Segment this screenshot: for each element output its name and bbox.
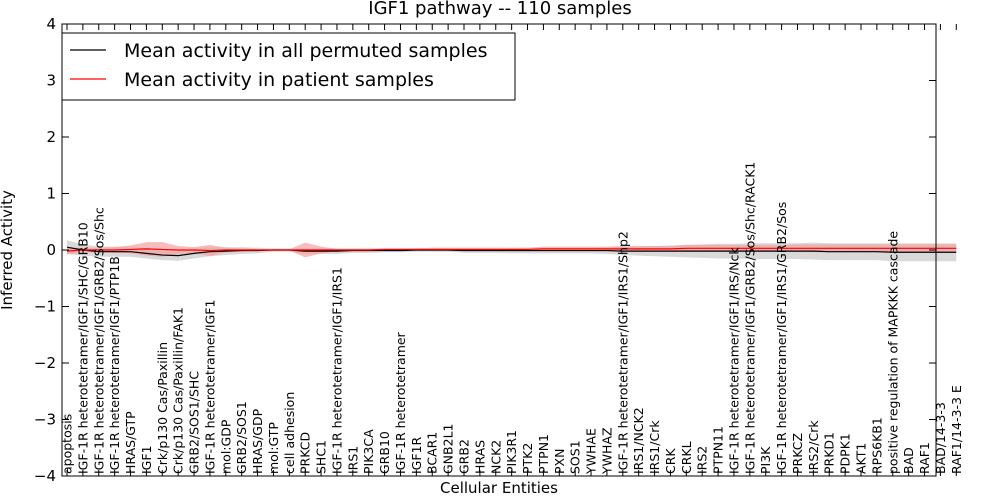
- x-tick-label: GNB2L1: [441, 424, 456, 474]
- x-tick-label: PDPK1: [838, 433, 853, 474]
- legend-label-permuted: Mean activity in all permuted samples: [124, 40, 487, 62]
- x-tick-label: IGF-1R heterotetramer/IGF1/SHC/GRB10: [75, 222, 90, 474]
- x-tick-label: SOS1: [568, 440, 583, 474]
- y-tick-label: −2: [34, 354, 56, 372]
- x-tick-label: PXN: [552, 449, 567, 474]
- x-tick-label: IGF-1R heterotetramer/IGF1/GRB2/Sos/Shc: [91, 207, 106, 474]
- y-tick-label: 4: [46, 15, 56, 33]
- x-tick-label: BAD/14-3-3: [933, 402, 948, 474]
- legend-box: [61, 32, 516, 101]
- x-tick-label: IGF-1R heterotetramer/IGF1/IRS1: [329, 267, 344, 474]
- x-tick-label: HRAS: [472, 440, 487, 474]
- x-axis-label: Cellular Entities: [440, 479, 558, 497]
- x-tick-label: IGF-1R heterotetramer/IGF1/PTP1B: [107, 256, 122, 474]
- y-tick-label: 1: [46, 185, 56, 203]
- plot-area: [62, 240, 957, 262]
- x-tick-label: PRKCZ: [790, 433, 805, 474]
- x-tick-label: IGF-1R heterotetramer/IGF1/IRS/Nck: [726, 247, 741, 474]
- x-tick-label: GRB10: [377, 431, 392, 474]
- x-tick-label: mol:GDP: [218, 419, 233, 474]
- x-tick-label: IGF-1R heterotetramer/IGF1/GRB2/Sos/Shc/…: [742, 162, 757, 474]
- series-line-patient: [66, 247, 957, 252]
- x-tick-label: PTPN11: [711, 426, 726, 474]
- x-tick-label: HRAS/GTP: [123, 411, 138, 474]
- x-tick-label: PRKD1: [822, 432, 837, 474]
- x-axis: apoptosis IGF-1R heterotetramer/IGF1/SHC/…: [60, 24, 964, 476]
- x-tick-label: AKT1: [854, 443, 869, 474]
- x-tick-label: cell adhesion: [282, 392, 297, 474]
- x-tick-label: PIK3R1: [504, 430, 519, 474]
- x-tick-label: RPS6KB1: [869, 417, 884, 474]
- x-tick-label: CRK: [663, 448, 678, 474]
- x-tick-label: HRAS/GDP: [250, 408, 265, 474]
- x-tick-label: RAF1: [917, 442, 932, 474]
- x-tick-label: IRS1/Crk: [647, 420, 662, 474]
- y-tick-label: −3: [34, 411, 56, 429]
- x-tick-label: CRKL: [679, 441, 694, 474]
- x-tick-label: PIK3CA: [361, 429, 376, 474]
- x-tick-label: IGF-1R heterotetramer/IGF1/IRS1/Shp2: [615, 231, 630, 474]
- x-tick-label: BAD: [901, 447, 916, 474]
- x-tick-label: Crk/p130 Cas/Paxillin/FAK1: [171, 307, 186, 474]
- x-tick-label: GRB2/SOS1: [234, 401, 249, 474]
- x-tick-label: BCAR1: [425, 432, 440, 474]
- x-tick-label: IGF1R: [409, 436, 424, 474]
- legend-label-patient: Mean activity in patient samples: [124, 69, 434, 91]
- y-tick-label: 0: [46, 241, 56, 259]
- x-tick-label: IGF-1R heterotetramer/IGF1/IRS1/GRB2/Sos: [774, 202, 789, 474]
- y-tick-label: 3: [46, 72, 56, 90]
- chart-title: IGF1 pathway -- 110 samples: [368, 0, 631, 19]
- x-tick-label: IGF1: [139, 445, 154, 474]
- x-tick-label: PI3K: [758, 446, 773, 474]
- y-tick-label: 2: [46, 128, 56, 146]
- x-tick-label: positive regulation of MAPKKK cascade: [885, 231, 900, 474]
- x-tick-label: GRB2: [457, 439, 472, 474]
- series-line-permuted: [66, 246, 957, 257]
- x-tick-label: YWHAE: [584, 428, 599, 475]
- x-tick-label: IGF-1R heterotetramer: [393, 331, 408, 474]
- y-axis: −4 −3 −2 −1 0 1 2 3 4: [34, 15, 936, 485]
- x-tick-label: SHC1: [314, 440, 329, 474]
- x-tick-label: apoptosis: [60, 414, 75, 474]
- x-tick-label: GRB2/SOS1/SHC: [187, 371, 202, 474]
- y-tick-label: −1: [34, 298, 56, 316]
- x-tick-label: IRS2/Crk: [806, 420, 821, 474]
- y-tick-label: −4: [34, 467, 56, 485]
- legend: Mean activity in all permuted samples Me…: [61, 32, 516, 101]
- x-tick-label: PRKCD: [298, 432, 313, 474]
- x-tick-label: IRS1/NCK2: [631, 407, 646, 474]
- x-tick-label: IRS2: [695, 446, 710, 474]
- x-tick-label: PTPN1: [536, 434, 551, 474]
- x-tick-label: IGF-1R heterotetramer/IGF1: [202, 300, 217, 474]
- x-tick-label: RAF1/14-3-3 E: [949, 385, 964, 474]
- x-tick-label: IRS1: [345, 446, 360, 474]
- x-tick-label: PTK2: [520, 443, 535, 474]
- x-tick-label: Crk/p130 Cas/Paxillin: [155, 342, 170, 474]
- x-tick-label: mol:GTP: [266, 422, 281, 474]
- x-tick-label: YWHAZ: [599, 427, 614, 475]
- x-tick-label: NCK2: [488, 440, 503, 474]
- y-axis-label: Inferred Activity: [0, 190, 16, 310]
